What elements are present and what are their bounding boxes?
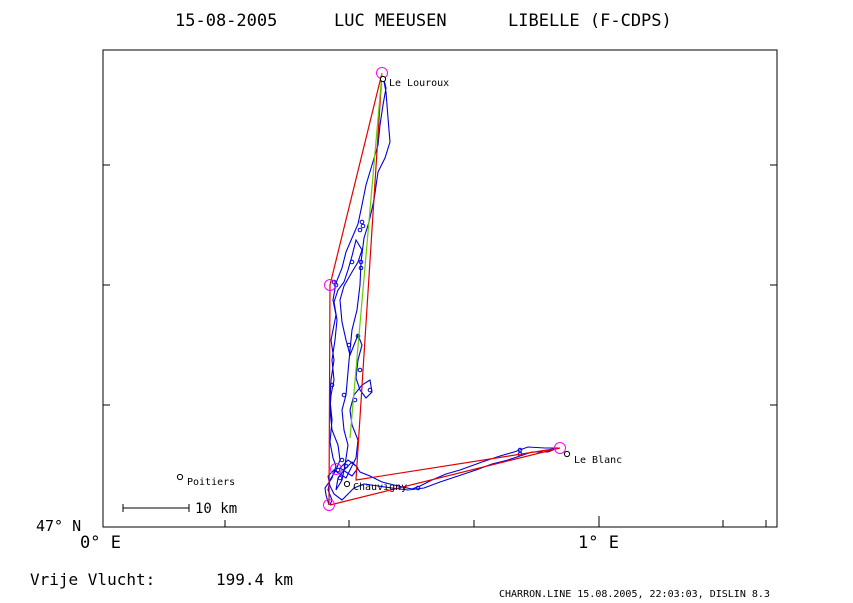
distance-value: 199.4 km <box>216 570 293 589</box>
track-fix-dot <box>346 342 352 348</box>
scale-bar-label: 10 km <box>195 501 237 517</box>
track-fix-dot <box>333 282 339 288</box>
place-label: Poitiers <box>187 477 235 488</box>
title-pilot: LUC MEEUSEN <box>334 11 447 31</box>
place-label: Chauvigny <box>353 482 407 493</box>
turnpoint-marker <box>554 442 566 454</box>
title-date: 15-08-2005 <box>175 11 277 31</box>
track-fix-dot <box>358 259 364 265</box>
track-fix-dot <box>358 265 364 271</box>
map-frame <box>102 49 778 528</box>
place-label: Le Louroux <box>389 78 449 89</box>
track-fix-dot <box>341 392 347 398</box>
place-marker <box>379 75 387 83</box>
lon-tick-label-0: 0° E <box>80 533 121 553</box>
track-fix-dot <box>357 227 363 233</box>
track-fix-dot <box>335 467 341 473</box>
track-fix-dot <box>360 223 366 229</box>
track-fix-dot <box>367 387 373 393</box>
track-fix-dot <box>359 219 365 225</box>
track-fix-dot <box>331 279 337 285</box>
place-labels: Le Louroux Le Blanc Poitiers Chauvigny <box>176 75 622 493</box>
credit-line: CHARRON.LINE 15.08.2005, 22:03:03, DISLI… <box>499 589 770 600</box>
distance-label: Vrije Vlucht: <box>30 570 155 589</box>
lat-tick-label: 47° N <box>36 517 81 535</box>
track-fix-dot <box>349 259 355 265</box>
turnpoint-marker <box>323 499 335 511</box>
track-fix-dot <box>339 457 345 463</box>
lon-tick-label-1: 1° E <box>578 533 619 553</box>
turnpoint-marker <box>330 463 342 475</box>
scale-bar: 10 km <box>122 501 237 517</box>
place-marker <box>343 480 351 488</box>
track-fix-dot <box>355 333 361 339</box>
place-label: Le Blanc <box>574 455 622 466</box>
flight-track <box>324 75 559 506</box>
closing-leg <box>349 72 383 439</box>
task-route <box>328 72 561 506</box>
place-marker <box>563 450 571 458</box>
turnpoint-marker <box>324 279 336 291</box>
track-fix-dot <box>337 475 343 481</box>
track-fix-dot <box>343 463 349 469</box>
track-fix-dot <box>357 367 363 373</box>
place-marker <box>176 473 184 481</box>
map-ticks <box>103 164 777 527</box>
turnpoint-markers <box>323 67 566 511</box>
track-fix-dot <box>415 485 421 491</box>
title-glider: LIBELLE (F-CDPS) <box>508 11 672 31</box>
track-fix-dot <box>329 382 335 388</box>
